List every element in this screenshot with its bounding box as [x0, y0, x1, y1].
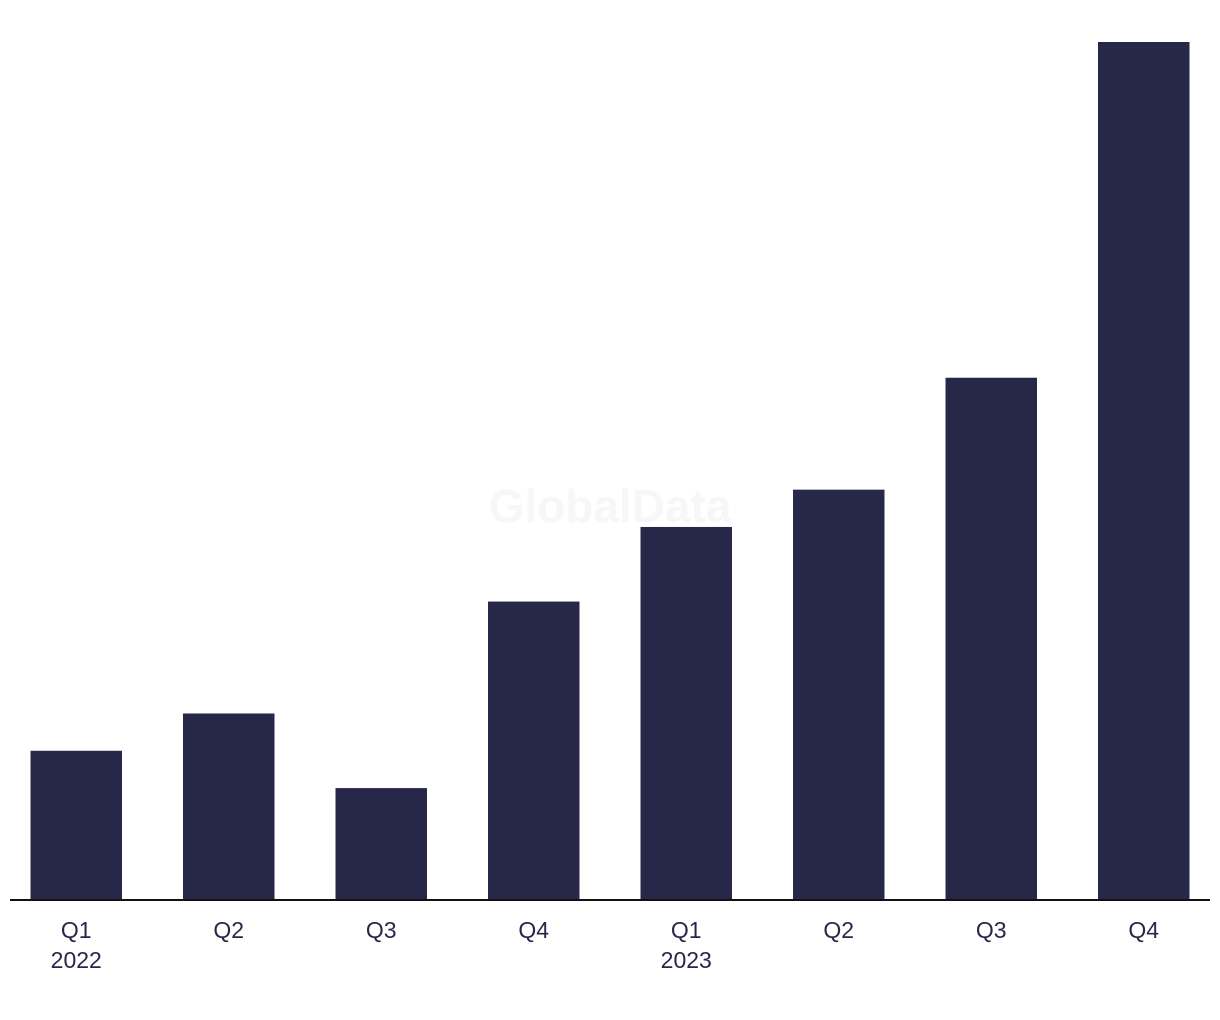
bar	[640, 526, 732, 900]
bar	[793, 489, 885, 900]
bar	[30, 750, 122, 900]
x-tick-label: Q3	[366, 917, 397, 943]
x-tick-label: Q4	[1128, 917, 1159, 943]
x-tick-label: Q1	[61, 917, 92, 943]
x-tick-label: Q4	[518, 917, 549, 943]
bar	[183, 713, 275, 900]
x-tick-label: Q3	[976, 917, 1007, 943]
x-tick-label: Q1	[671, 917, 702, 943]
x-tick-label: Q2	[213, 917, 244, 943]
watermark: GlobalData	[489, 480, 732, 532]
bar	[1098, 42, 1190, 900]
bar	[945, 377, 1037, 900]
bar	[488, 601, 580, 900]
x-tick-label: Q2	[823, 917, 854, 943]
bar	[335, 788, 427, 900]
x-group-label: 2023	[661, 947, 712, 973]
x-group-label: 2022	[51, 947, 102, 973]
